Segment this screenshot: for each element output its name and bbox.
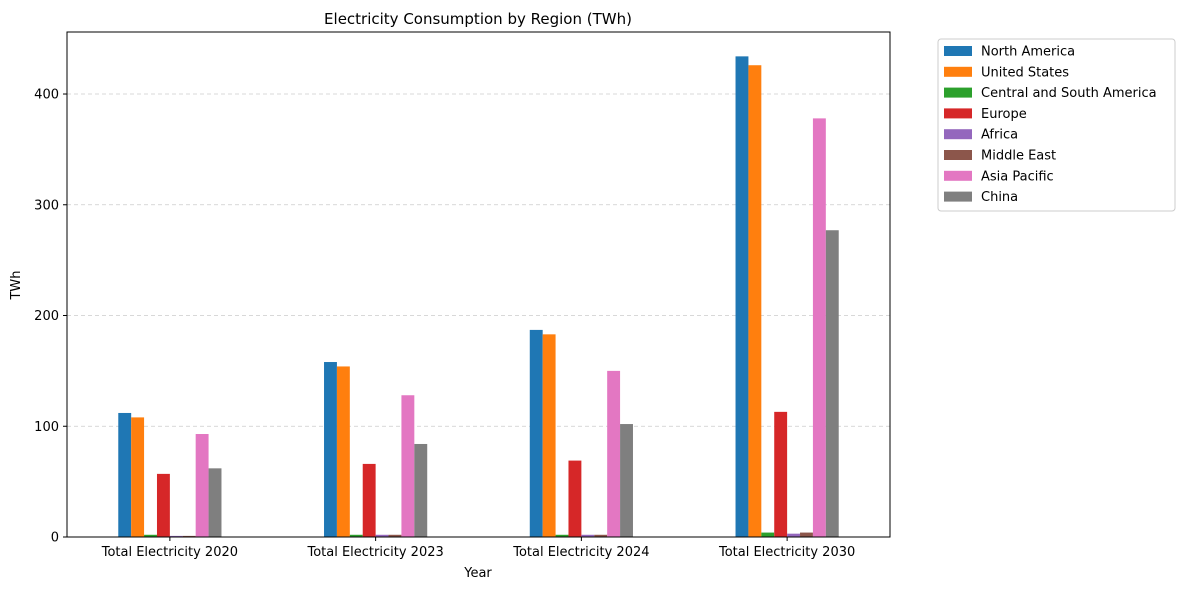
x-tick-label: Total Electricity 2020 [101, 545, 238, 560]
bar [169, 535, 183, 537]
bar [156, 473, 170, 537]
legend-swatch [944, 150, 972, 160]
legend-swatch [944, 108, 972, 119]
bar [182, 535, 196, 537]
bar [748, 65, 762, 537]
chart-title: Electricity Consumption by Region (TWh) [324, 10, 632, 28]
bar [555, 534, 569, 537]
legend-swatch [944, 66, 972, 77]
bar [620, 424, 633, 537]
bar [336, 366, 350, 537]
y-ticks: 0 100 200 300 400 [34, 88, 67, 546]
y-tick-label: 100 [34, 420, 59, 435]
legend-label: North America [981, 45, 1075, 60]
bar [812, 118, 826, 537]
legend-label: United States [981, 65, 1069, 80]
x-ticks: Total Electricity 2020 Total Electricity … [101, 537, 855, 560]
x-tick-label: Total Electricity 2023 [306, 545, 443, 560]
legend-label: China [981, 190, 1018, 205]
bar [324, 362, 337, 537]
bar [735, 56, 749, 537]
bar [414, 443, 428, 537]
bar [761, 532, 775, 537]
y-tick-label: 400 [34, 88, 59, 103]
bar [131, 417, 145, 537]
bar [195, 434, 209, 537]
legend-label: Central and South America [981, 86, 1157, 101]
bar [825, 230, 839, 537]
bar [144, 534, 157, 537]
plot-frame [66, 31, 891, 538]
legend: North America United States Central and So… [937, 38, 1176, 212]
legend-label: Middle East [981, 149, 1056, 164]
legend-label: Africa [981, 128, 1018, 143]
bar [787, 533, 801, 537]
legend-swatch [944, 129, 972, 140]
bar [568, 460, 582, 537]
x-tick-label: Total Electricity 2030 [718, 545, 855, 560]
bar [388, 534, 402, 537]
bar [607, 370, 621, 537]
legend-swatch [944, 191, 972, 202]
bar [349, 534, 363, 537]
bar [375, 534, 389, 537]
bar [118, 412, 132, 537]
bar [581, 534, 595, 537]
bar [401, 395, 415, 537]
legend-swatch [944, 46, 972, 56]
y-axis-label: TWh [9, 270, 24, 300]
y-tick-label: 0 [51, 531, 59, 546]
bar [594, 534, 608, 537]
y-tick-label: 200 [34, 309, 59, 324]
bar [529, 329, 543, 537]
y-tick-label: 300 [34, 198, 59, 213]
gridlines [67, 93, 890, 427]
bar [208, 468, 222, 537]
bar [800, 532, 813, 537]
bar [542, 334, 556, 537]
legend-frame [937, 38, 1176, 212]
legend-swatch [944, 87, 972, 98]
legend-label: Europe [981, 107, 1027, 122]
bar [362, 463, 376, 537]
bar [774, 411, 788, 537]
x-axis-label: Year [463, 566, 492, 581]
legend-label: Asia Pacific [981, 169, 1054, 184]
legend-swatch [944, 170, 972, 181]
bars [118, 56, 839, 537]
x-tick-label: Total Electricity 2024 [512, 545, 649, 560]
